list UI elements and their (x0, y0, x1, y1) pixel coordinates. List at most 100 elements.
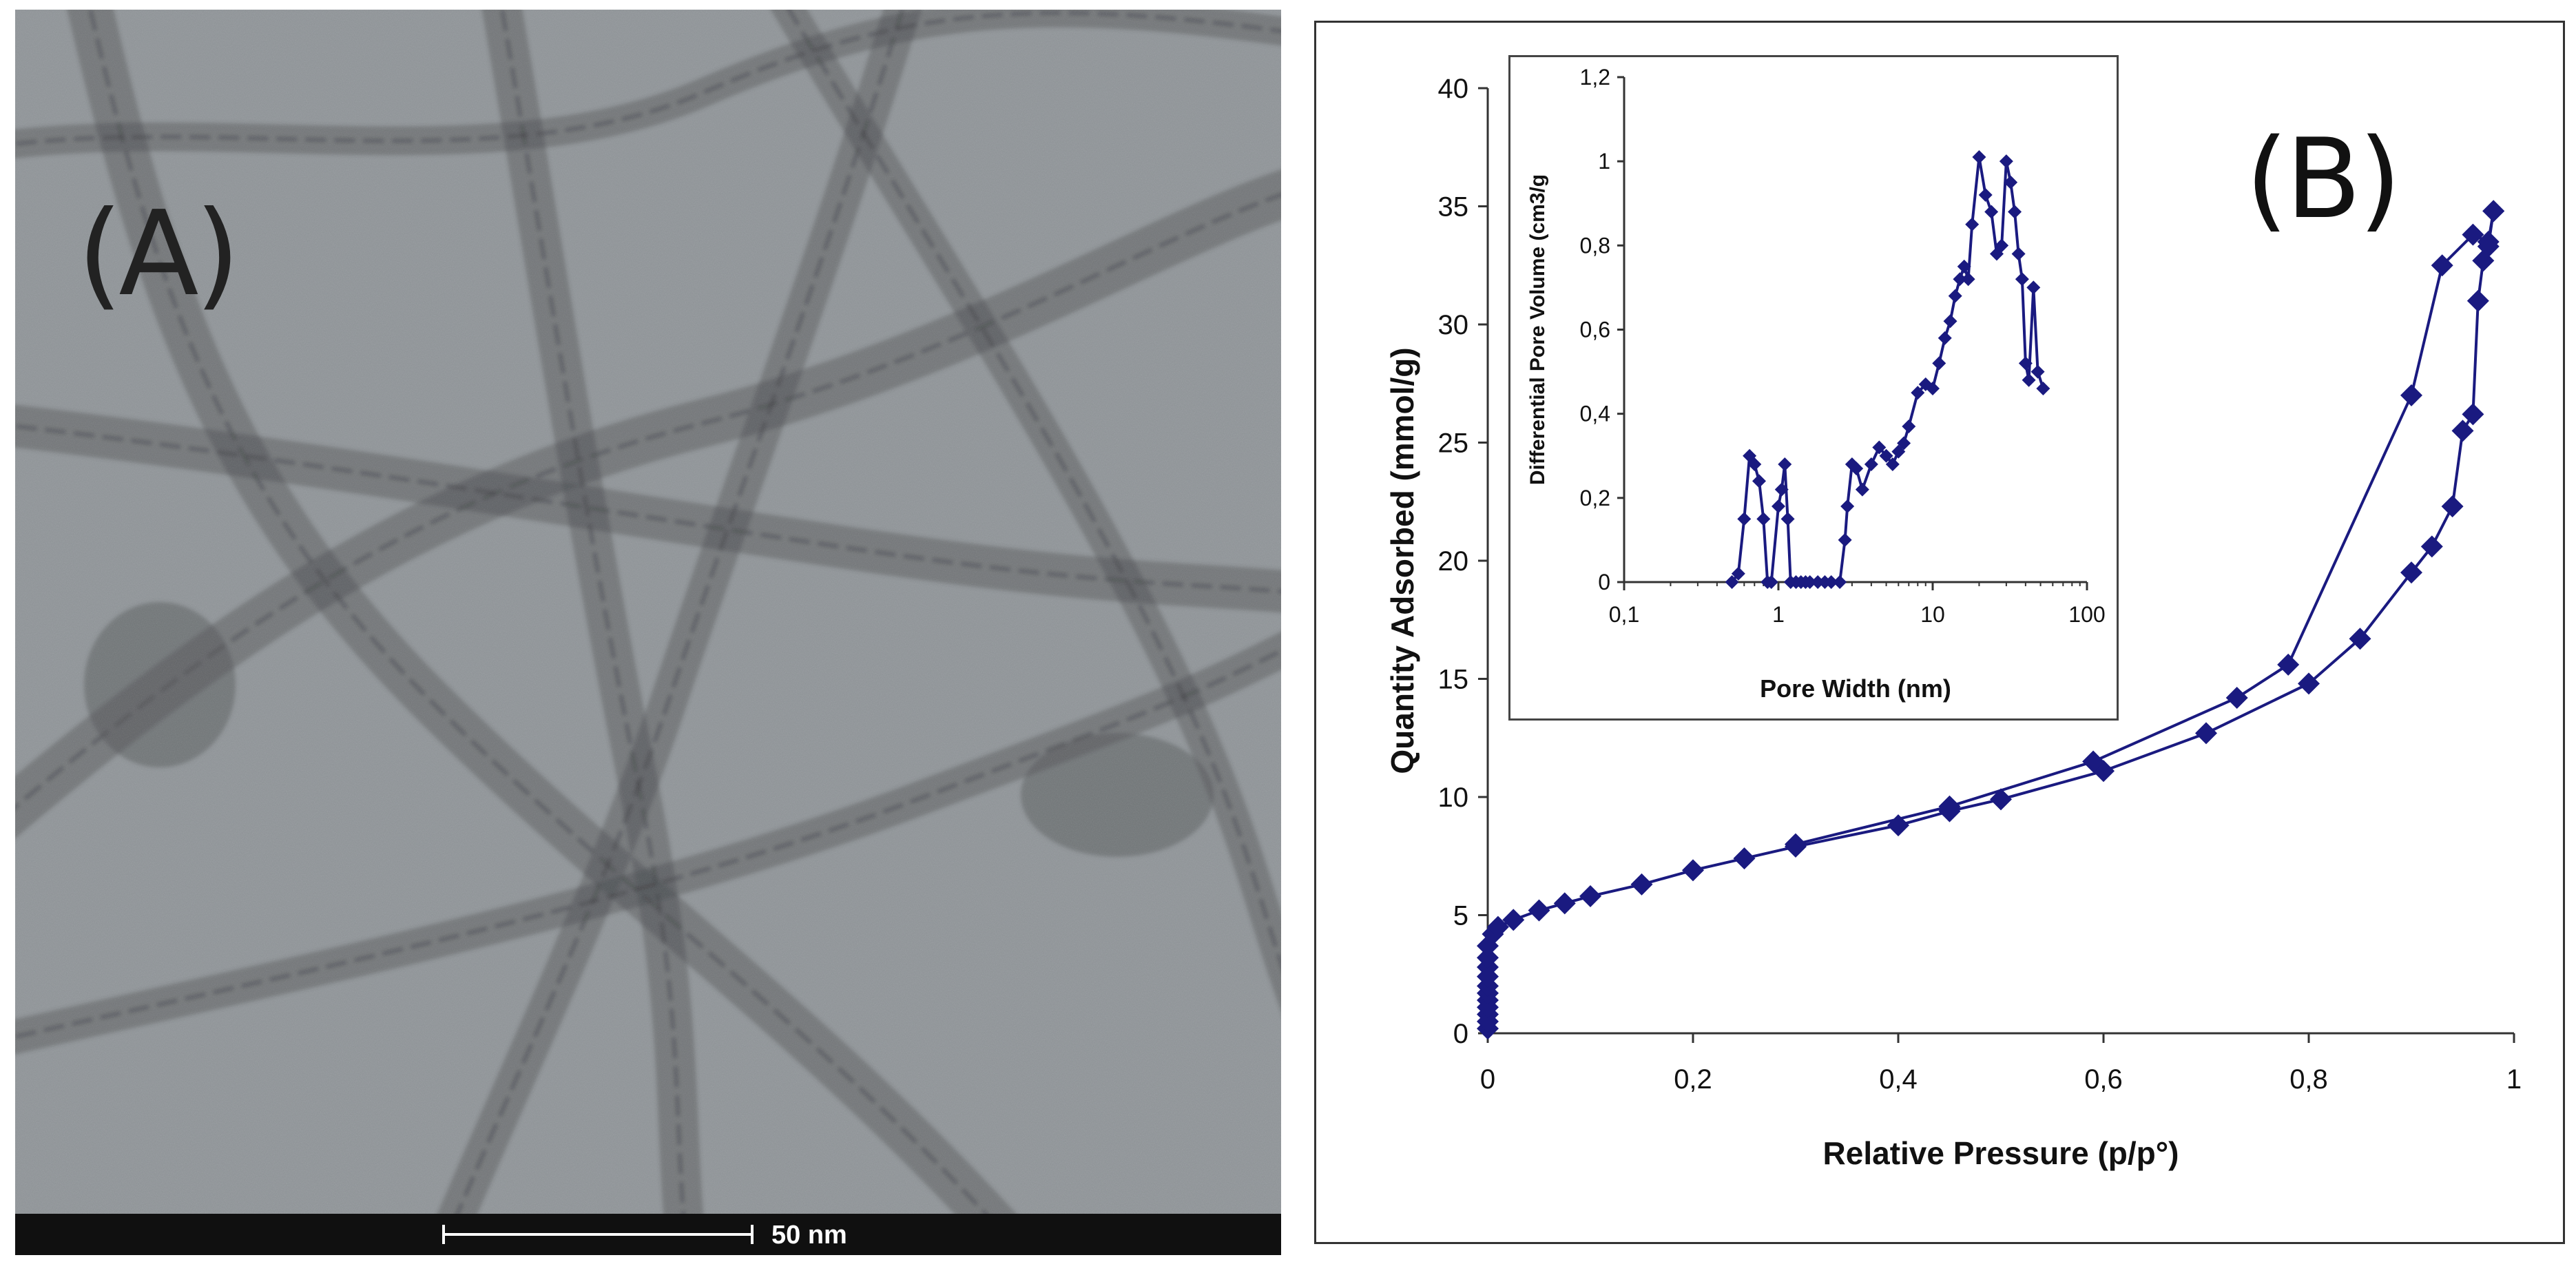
inset-y-tick-label: 0,6 (1580, 318, 1610, 342)
x-tick-label: 0 (1480, 1064, 1495, 1095)
pore-distribution-point (1833, 575, 1847, 589)
adsorption-point (2451, 420, 2474, 442)
desorption-point (1785, 833, 1807, 856)
adsorption-point (2466, 289, 2489, 312)
pore-distribution-point (1957, 259, 1971, 273)
adsorption-point (2195, 722, 2217, 745)
panel-a-label: (A) (77, 186, 240, 322)
pore-distribution-point (2015, 272, 2029, 287)
pore-distribution-point (1872, 440, 1887, 455)
desorption-point (2462, 223, 2484, 246)
adsorption-point (2400, 561, 2422, 584)
pore-distribution-point (1885, 457, 1900, 471)
adsorption-point (1528, 899, 1550, 922)
desorption-point (2482, 200, 2505, 222)
pore-distribution-point (1855, 482, 1869, 497)
pore-distribution-point (1961, 272, 1975, 287)
inset-y-tick-label: 0,2 (1580, 486, 1610, 510)
inset-x-tick-label: 0,1 (1609, 602, 1639, 627)
pore-distribution-point (2030, 364, 2045, 379)
pore-distribution-point (1803, 575, 1817, 589)
inset-y-axis-label: Differential Pore Volume (cm3/g (1526, 174, 1549, 485)
inset-y-tick-label: 0 (1598, 570, 1610, 594)
pore-distribution-point (1938, 331, 1952, 345)
desorption-point (2082, 750, 2105, 773)
inset-y-tick-label: 0,4 (1580, 402, 1610, 426)
adsorption-point (1630, 873, 1653, 896)
adsorption-point (1553, 892, 1576, 915)
pore-distribution-point (1965, 217, 1980, 231)
adsorption-point (2298, 672, 2320, 695)
y-tick-label: 5 (1453, 901, 1468, 931)
x-tick-label: 0,2 (1674, 1064, 1712, 1095)
x-tick-label: 0,6 (2084, 1064, 2123, 1095)
tem-image-layer (15, 10, 1281, 1255)
y-tick-label: 10 (1438, 783, 1469, 813)
inset-y-tick-label: 0,8 (1580, 233, 1610, 258)
inset-y-tick-label: 1,2 (1580, 65, 1610, 90)
desorption-point (2431, 254, 2453, 277)
pore-distribution-point (1752, 474, 1767, 488)
x-tick-label: 0,8 (2289, 1064, 2328, 1095)
y-tick-label: 20 (1438, 546, 1469, 577)
pore-distribution-point (1932, 356, 1946, 371)
inset-x-tick-label: 1 (1772, 602, 1785, 627)
panel-b-label: (B) (2245, 114, 2402, 243)
y-tick-label: 25 (1438, 428, 1469, 459)
pore-distribution-point (1943, 314, 1957, 329)
pore-distribution-point (2018, 356, 2033, 371)
adsorption-point (1733, 847, 1756, 870)
pore-distribution-point (1989, 247, 2004, 261)
desorption-branch-line (1795, 211, 2495, 846)
pore-distribution-point (1772, 499, 1785, 514)
pore-distribution-point (1926, 382, 1940, 396)
y-tick-label: 30 (1438, 310, 1469, 340)
pore-distribution-point (1731, 566, 1745, 581)
inset-x-tick-label: 10 (1920, 602, 1945, 627)
adsorption-point (2420, 535, 2443, 558)
desorption-point (1938, 795, 1961, 818)
desorption-point (2477, 230, 2500, 253)
adsorption-point (1990, 788, 2012, 811)
adsorption-point (1502, 909, 1525, 931)
y-axis-label: Quantity Adsorbed (mmol/g) (1384, 347, 1420, 774)
inset-x-axis-label: Pore Width (nm) (1760, 674, 1951, 703)
y-tick-label: 40 (1438, 74, 1469, 104)
inset-frame (1508, 55, 2119, 721)
pore-distribution-point (2008, 205, 2022, 219)
pore-distribution-point (1849, 462, 1864, 476)
pore-distribution-point (1778, 457, 1792, 471)
adsorption-point (2462, 403, 2484, 426)
x-tick-label: 1 (2506, 1064, 2522, 1095)
adsorption-point (1477, 946, 1499, 969)
inset-plot: 0 0,2 0,4 0,6 0,8 1 1,2 0,1 1 10 100 Pore Width (nm… (1526, 65, 2106, 703)
y-tick-label: 15 (1438, 665, 1469, 695)
pore-distribution-point (1978, 188, 1993, 203)
pore-distribution-point (1725, 575, 1739, 589)
pore-distribution-point (1747, 457, 1762, 471)
pore-distribution-point (1756, 512, 1771, 526)
scale-bar-strip: 50 nm (15, 1214, 1281, 1255)
desorption-point (2400, 384, 2422, 406)
pore-distribution-point (1811, 575, 1825, 589)
desorption-point (2277, 653, 2300, 676)
pore-distribution-point (1780, 512, 1795, 526)
x-axis-label: Relative Pressure (p/p°) (1823, 1135, 2179, 1171)
pore-distribution-point (2026, 280, 2041, 295)
scale-bar-label: 50 nm (771, 1221, 847, 1250)
pore-distribution-point (1764, 575, 1778, 589)
pore-distribution-point (1845, 457, 1859, 471)
pore-distribution-point (1864, 457, 1878, 471)
y-tick-label: 0 (1453, 1019, 1468, 1049)
pore-distribution-line (1730, 156, 2045, 583)
adsorption-point (2441, 495, 2464, 518)
pore-distribution-point (1897, 436, 1911, 451)
pore-distribution-point (1972, 150, 1986, 165)
pore-distribution-point (1774, 482, 1789, 497)
pore-distribution-point (1840, 499, 1855, 514)
desorption-point (2225, 686, 2248, 709)
tem-micrograph: (A) 50 nm (15, 10, 1281, 1255)
inset-x-tick-label: 100 (2068, 602, 2105, 627)
